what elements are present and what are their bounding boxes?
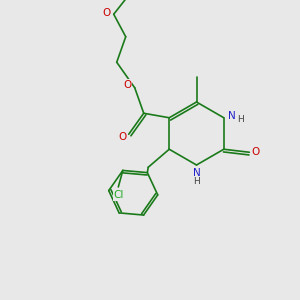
Text: O: O xyxy=(252,147,260,157)
Text: O: O xyxy=(123,80,131,90)
Text: O: O xyxy=(102,8,110,18)
Text: H: H xyxy=(193,177,200,186)
Text: O: O xyxy=(118,132,126,142)
Text: N: N xyxy=(193,168,200,178)
Text: N: N xyxy=(228,111,236,121)
Text: Cl: Cl xyxy=(113,190,124,200)
Text: H: H xyxy=(237,115,244,124)
